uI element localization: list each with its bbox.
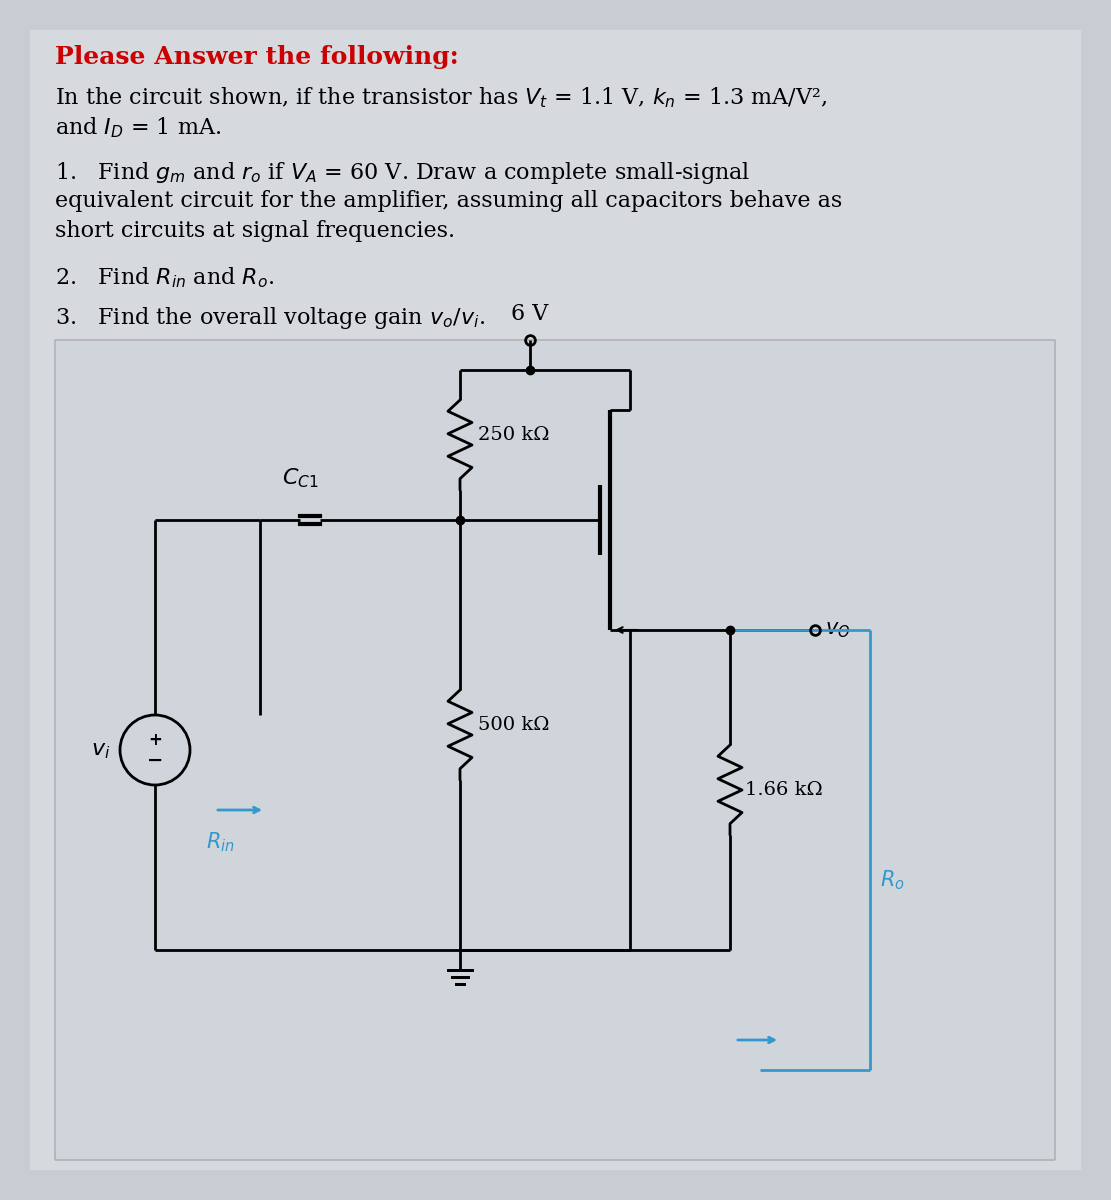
Text: $R_{in}$: $R_{in}$ — [206, 830, 234, 853]
Text: 1.66 kΩ: 1.66 kΩ — [745, 781, 823, 799]
Text: −: − — [147, 750, 163, 769]
Text: $C_{C1}$: $C_{C1}$ — [281, 467, 319, 490]
Text: $R_o$: $R_o$ — [880, 869, 904, 892]
Text: +: + — [148, 731, 162, 749]
FancyBboxPatch shape — [56, 340, 1055, 1160]
Text: 250 kΩ: 250 kΩ — [478, 426, 550, 444]
Text: 500 kΩ: 500 kΩ — [478, 716, 550, 734]
Text: $v_O$: $v_O$ — [825, 620, 850, 640]
FancyBboxPatch shape — [30, 30, 1081, 1170]
Text: equivalent circuit for the amplifier, assuming all capacitors behave as: equivalent circuit for the amplifier, as… — [56, 190, 842, 212]
Text: 6 V: 6 V — [511, 302, 549, 325]
Text: In the circuit shown, if the transistor has $V_t$ = 1.1 V, $k_n$ = 1.3 mA/V²,: In the circuit shown, if the transistor … — [56, 85, 828, 109]
Text: Please Answer the following:: Please Answer the following: — [56, 44, 459, 68]
Text: 3.   Find the overall voltage gain $v_o/v_i$.: 3. Find the overall voltage gain $v_o/v_… — [56, 305, 486, 331]
Text: $v_i$: $v_i$ — [91, 739, 110, 761]
Text: 1.   Find $g_m$ and $r_o$ if $V_A$ = 60 V. Draw a complete small-signal: 1. Find $g_m$ and $r_o$ if $V_A$ = 60 V.… — [56, 160, 750, 186]
Text: short circuits at signal frequencies.: short circuits at signal frequencies. — [56, 220, 456, 242]
Text: 2.   Find $R_{in}$ and $R_o$.: 2. Find $R_{in}$ and $R_o$. — [56, 265, 274, 289]
Text: and $I_D$ = 1 mA.: and $I_D$ = 1 mA. — [56, 115, 221, 139]
